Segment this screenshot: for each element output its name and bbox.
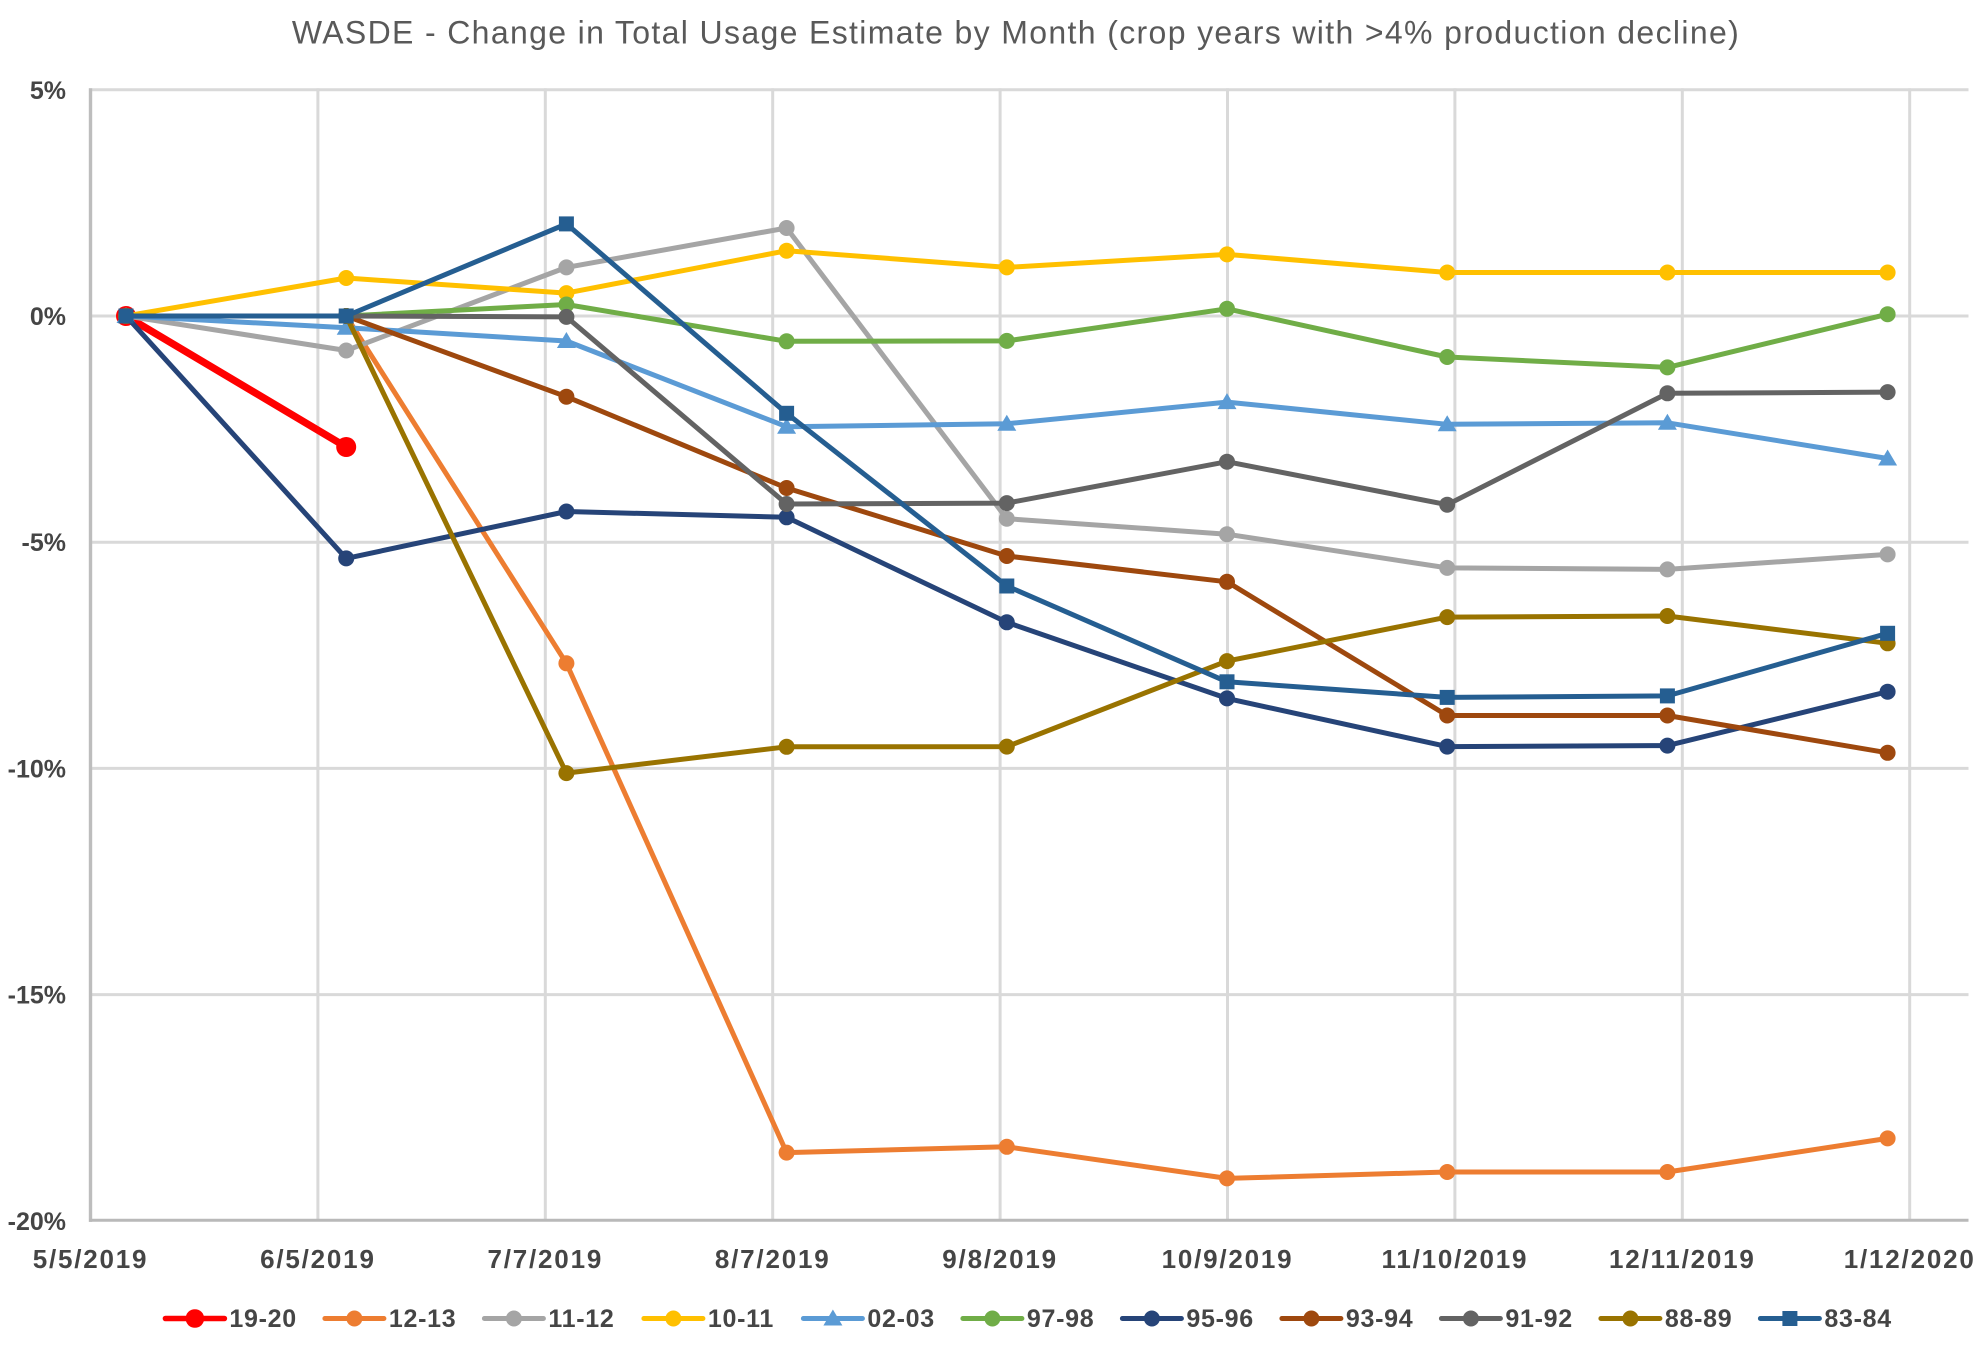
svg-text:9/8/2019: 9/8/2019: [942, 1244, 1058, 1274]
svg-text:02-03: 02-03: [867, 1305, 934, 1333]
svg-text:83-84: 83-84: [1824, 1305, 1891, 1333]
svg-text:97-98: 97-98: [1027, 1305, 1094, 1333]
svg-text:11-12: 11-12: [548, 1305, 614, 1333]
svg-text:91-92: 91-92: [1505, 1305, 1572, 1333]
svg-text:19-20: 19-20: [229, 1305, 296, 1333]
svg-text:10-11: 10-11: [708, 1305, 774, 1333]
svg-text:1/12/2020: 1/12/2020: [1844, 1244, 1975, 1274]
svg-text:-20%: -20%: [8, 1208, 66, 1236]
svg-text:6/5/2019: 6/5/2019: [260, 1244, 376, 1274]
svg-text:7/7/2019: 7/7/2019: [487, 1244, 603, 1274]
svg-text:12-13: 12-13: [389, 1305, 456, 1333]
svg-text:-15%: -15%: [8, 982, 66, 1010]
svg-text:12/11/2019: 12/11/2019: [1609, 1244, 1756, 1274]
svg-text:10/9/2019: 10/9/2019: [1162, 1244, 1294, 1274]
svg-text:88-89: 88-89: [1665, 1305, 1732, 1333]
svg-text:93-94: 93-94: [1346, 1305, 1413, 1333]
svg-text:11/10/2019: 11/10/2019: [1382, 1244, 1529, 1274]
svg-text:-5%: -5%: [22, 529, 66, 557]
svg-text:-10%: -10%: [8, 755, 66, 783]
svg-text:5/5/2019: 5/5/2019: [33, 1244, 149, 1274]
svg-text:8/7/2019: 8/7/2019: [715, 1244, 831, 1274]
svg-text:0%: 0%: [30, 303, 66, 331]
svg-text:5%: 5%: [30, 77, 66, 105]
svg-text:95-96: 95-96: [1186, 1305, 1253, 1333]
svg-text:WASDE - Change in Total Usage: WASDE - Change in Total Usage Estimate b…: [292, 15, 1740, 51]
